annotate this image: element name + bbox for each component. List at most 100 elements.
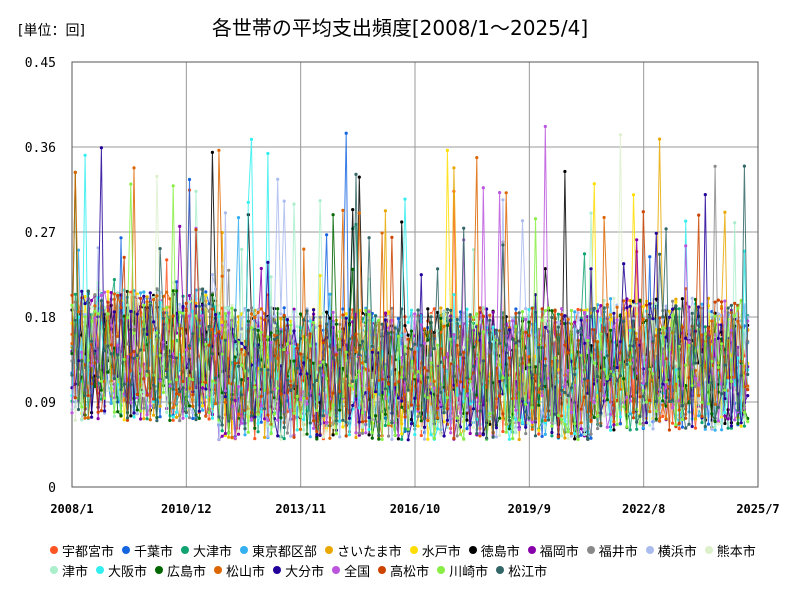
- data-point: [285, 431, 289, 435]
- data-point: [263, 407, 267, 411]
- data-point: [168, 384, 172, 388]
- data-point: [442, 434, 446, 438]
- data-point: [713, 314, 717, 318]
- data-point: [530, 373, 534, 377]
- data-point: [452, 166, 456, 170]
- data-point: [383, 318, 387, 322]
- data-point: [145, 332, 149, 336]
- x-tick-label: 2016/10: [390, 502, 441, 516]
- data-point: [305, 372, 309, 376]
- data-point: [292, 310, 296, 314]
- data-point: [465, 389, 469, 393]
- data-point: [119, 388, 123, 392]
- line-chart: 0 0.09 0.18 0.27 0.36 0.45 2008/1 2010/12 2013/1…: [25, 56, 780, 516]
- data-point: [132, 356, 136, 360]
- data-point: [83, 302, 87, 306]
- data-point: [723, 411, 727, 415]
- data-point: [364, 367, 368, 371]
- data-point: [641, 210, 645, 214]
- data-point: [436, 427, 440, 431]
- data-point: [426, 326, 430, 330]
- data-point: [612, 403, 616, 407]
- data-point: [465, 307, 469, 311]
- data-point: [344, 312, 348, 316]
- data-point: [573, 372, 577, 377]
- data-point: [618, 415, 623, 419]
- data-point: [723, 210, 727, 214]
- data-point: [103, 290, 107, 294]
- data-point: [279, 312, 283, 316]
- data-point: [364, 419, 368, 423]
- data-point: [533, 361, 538, 366]
- data-point: [706, 402, 711, 406]
- data-point: [488, 412, 492, 416]
- data-point: [579, 433, 583, 437]
- data-point: [135, 412, 139, 416]
- data-point: [380, 322, 384, 326]
- data-point: [236, 412, 241, 416]
- data-point: [703, 332, 707, 336]
- data-point: [458, 380, 463, 384]
- data-point: [517, 347, 521, 351]
- data-point: [214, 334, 218, 338]
- data-point: [400, 399, 404, 403]
- data-point: [76, 248, 81, 252]
- legend-marker: [122, 546, 131, 554]
- data-point: [73, 300, 77, 304]
- data-point: [240, 247, 244, 251]
- legend-item: 東京都区部: [240, 540, 317, 560]
- data-point: [471, 315, 476, 320]
- data-point: [354, 375, 358, 379]
- data-point: [569, 431, 574, 435]
- data-point: [106, 312, 110, 316]
- data-point: [471, 407, 476, 411]
- data-point: [165, 305, 169, 309]
- data-point: [377, 318, 381, 322]
- data-point: [112, 310, 116, 314]
- data-point: [187, 314, 192, 318]
- data-point: [514, 324, 518, 328]
- data-point: [432, 307, 436, 311]
- data-point: [729, 426, 734, 430]
- data-point: [370, 350, 374, 354]
- data-point: [70, 411, 74, 415]
- data-point: [596, 340, 600, 344]
- data-point: [103, 409, 107, 413]
- data-point: [106, 389, 110, 393]
- data-point: [641, 305, 645, 309]
- data-point: [543, 124, 547, 129]
- data-point: [220, 423, 224, 427]
- data-point: [563, 314, 567, 318]
- data-point: [478, 306, 482, 310]
- data-point: [201, 382, 205, 387]
- data-point: [543, 357, 547, 361]
- data-point: [543, 325, 547, 329]
- data-point: [289, 405, 293, 409]
- data-point: [217, 437, 221, 441]
- legend-marker: [96, 566, 105, 574]
- data-point: [563, 436, 567, 440]
- data-point: [609, 412, 613, 416]
- data-point: [152, 320, 156, 324]
- data-point: [315, 408, 319, 413]
- data-point: [112, 377, 116, 381]
- data-point: [419, 433, 423, 438]
- data-point: [612, 428, 616, 432]
- data-point: [648, 423, 652, 427]
- data-point: [292, 411, 296, 415]
- data-point: [142, 417, 146, 421]
- data-point: [514, 307, 518, 311]
- data-point: [223, 395, 227, 399]
- data-point: [256, 308, 260, 312]
- data-point: [347, 416, 352, 420]
- data-point: [628, 428, 632, 432]
- data-point: [165, 290, 169, 294]
- data-point: [90, 298, 94, 303]
- data-point: [693, 417, 698, 421]
- data-point: [390, 306, 394, 310]
- data-point: [556, 325, 561, 329]
- data-point: [648, 367, 652, 371]
- data-point: [520, 219, 525, 223]
- data-point: [746, 384, 750, 388]
- data-point: [507, 437, 511, 441]
